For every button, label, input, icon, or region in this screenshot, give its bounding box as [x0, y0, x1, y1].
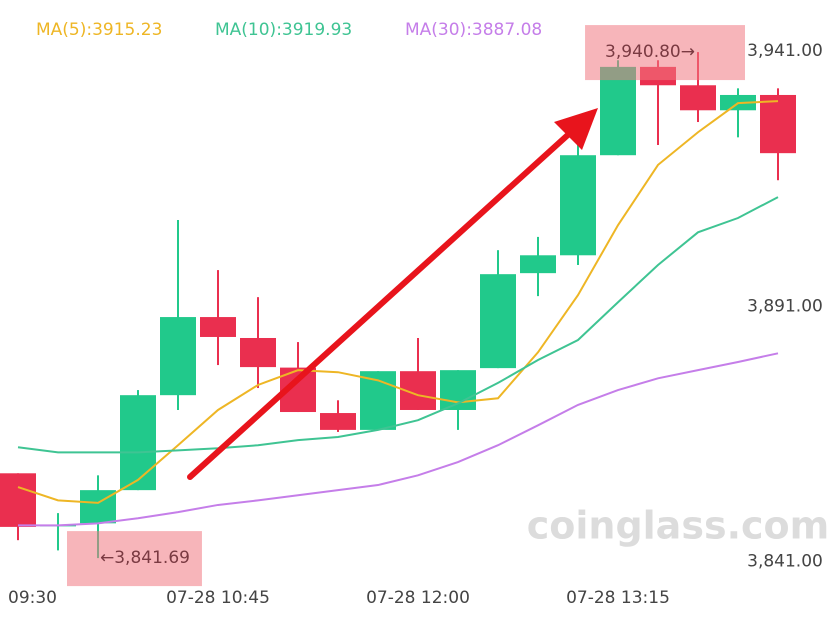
annotation-label: 3,940.80→ [605, 42, 695, 62]
ma-line [17, 100, 779, 504]
arrow-head [554, 108, 598, 150]
candle-body [680, 85, 716, 111]
annotation-box [585, 25, 745, 81]
candle-body [560, 155, 596, 256]
ma-line [18, 352, 779, 527]
y-tick-label: 3,941.00 [747, 41, 823, 61]
y-tick-label: 3,841.00 [747, 552, 823, 572]
candle-body [480, 274, 516, 369]
candle-body [120, 395, 156, 491]
ma-line [17, 196, 779, 454]
candle-body [200, 317, 236, 337]
y-tick-label: 3,891.00 [747, 296, 823, 316]
candle-body [600, 66, 636, 156]
arrow-shaft [187, 130, 573, 480]
trend-arrow [187, 108, 598, 480]
candle-body [520, 255, 556, 274]
x-tick-label: 07-28 10:45 [166, 588, 270, 608]
candle-body [320, 413, 356, 430]
legend-entry: MA(30):3887.08 [405, 20, 542, 40]
legend-entry: MA(10):3919.93 [215, 20, 352, 40]
legend-entry: MA(5):3915.23 [36, 20, 162, 40]
candle-body [760, 94, 796, 154]
x-tick-label: 09:30 [8, 588, 57, 608]
candle-body [0, 473, 36, 527]
annotation-label: ←3,841.69 [100, 548, 190, 568]
annotation-box [67, 531, 202, 587]
candle-body [160, 317, 196, 396]
candle-body [240, 337, 276, 368]
plot-area: coinglass.com 3,841.00 3,891.00 3,941.00 09:… [0, 20, 829, 608]
watermark: coinglass.com [527, 504, 829, 548]
x-tick-label: 07-28 13:15 [566, 588, 670, 608]
x-tick-label: 07-28 12:00 [366, 588, 470, 608]
